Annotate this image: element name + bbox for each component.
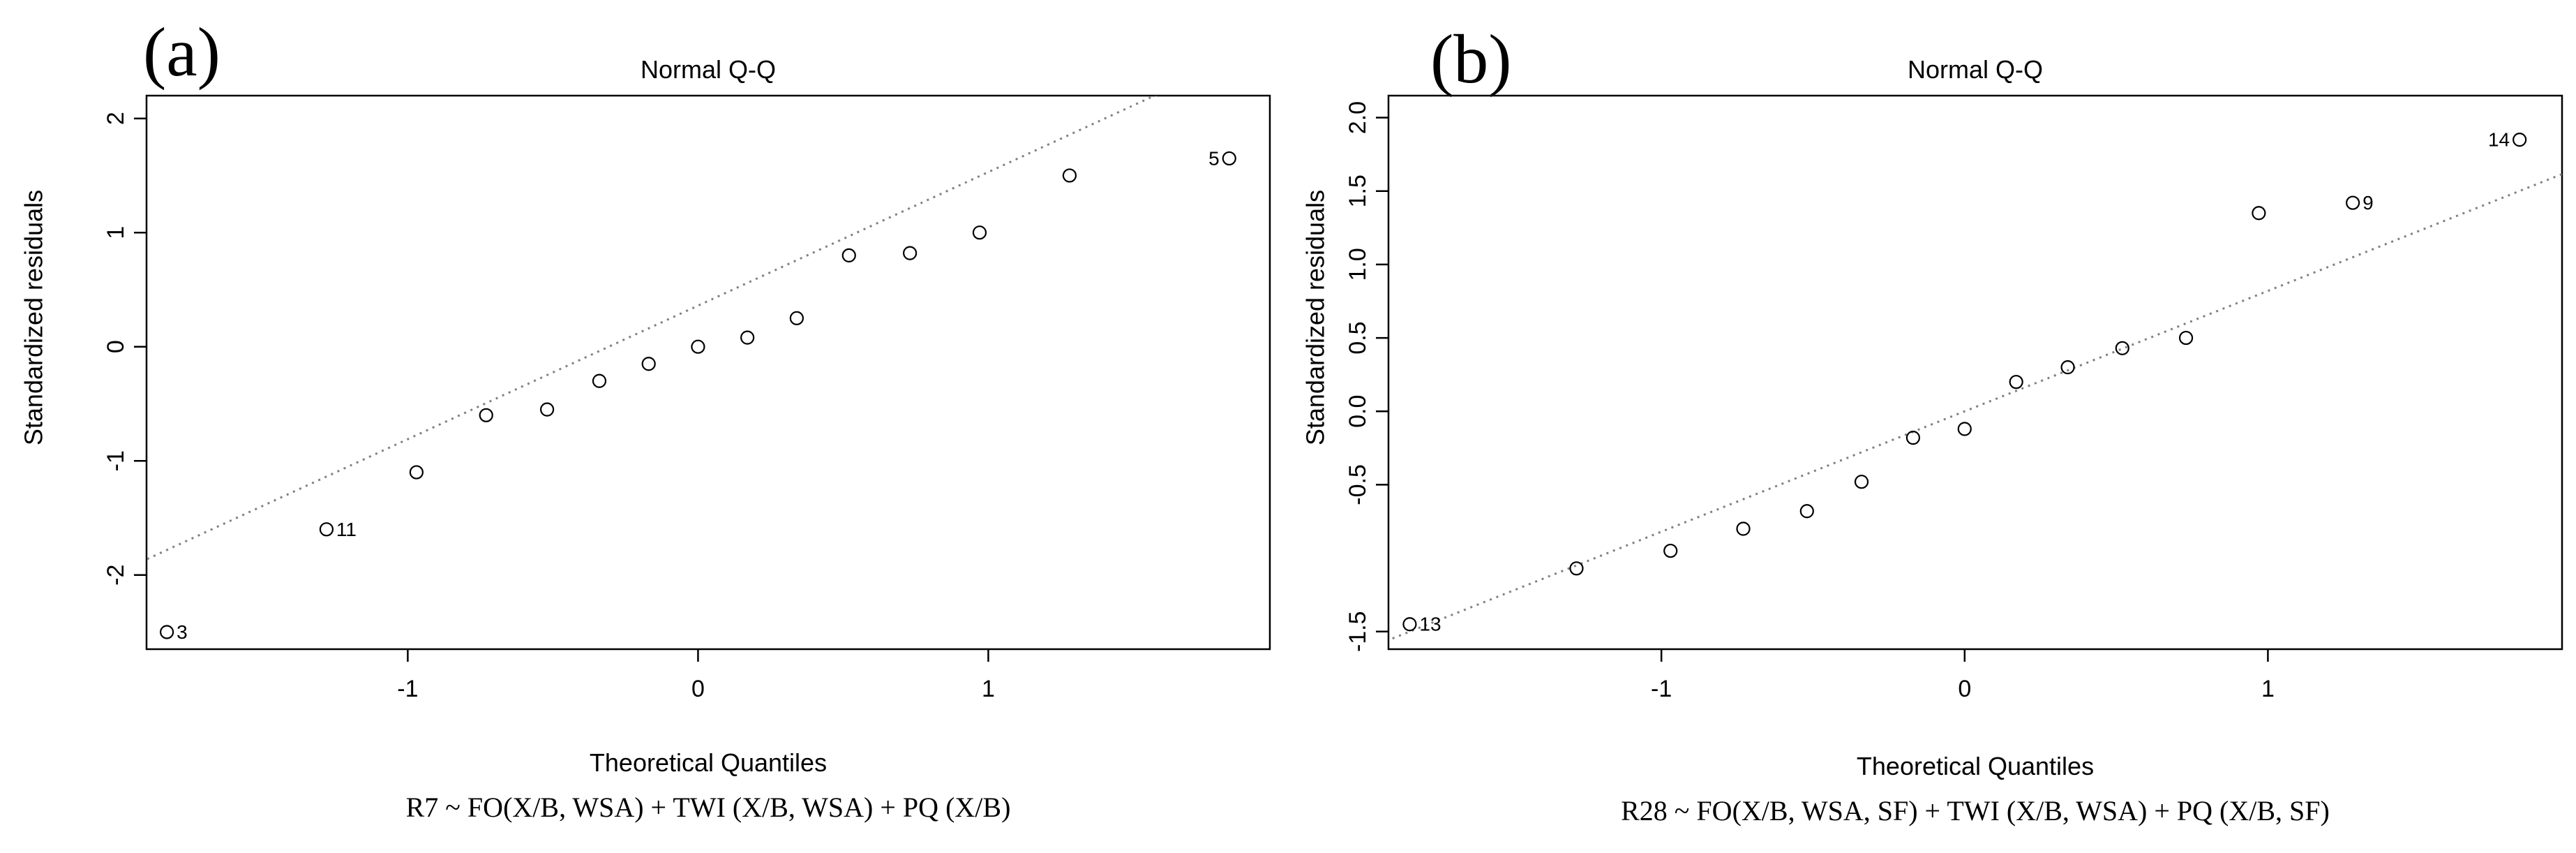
data-point [2252, 206, 2266, 221]
data-point [691, 339, 705, 354]
point-label: 9 [2362, 192, 2374, 214]
data-point [1854, 475, 1869, 489]
panel-label: (b) [1430, 20, 1512, 98]
point-label: 14 [2488, 129, 2510, 151]
x-tick-label: 1 [982, 676, 995, 702]
reference-line [1388, 172, 2562, 641]
data-point [2178, 330, 2194, 346]
y-tick-label: -2 [103, 565, 129, 586]
reference-line [147, 96, 1158, 561]
plot-frame [1387, 94, 2563, 651]
panel-label: (a) [143, 13, 220, 91]
data-point [592, 373, 607, 388]
data-point [2009, 375, 2023, 390]
data-point [903, 246, 918, 260]
point-label: 5 [1208, 147, 1220, 169]
x-tick-label: 1 [2261, 676, 2275, 702]
data-point [641, 357, 656, 371]
y-tick-label: -0.5 [1345, 464, 1371, 505]
point-label: 13 [1419, 614, 1441, 635]
panel-a: (a) Normal Q-Q -1 0 1 -2 -1 0 1 2 3 11 5 Theoretical … [20, 13, 1271, 823]
data-point [1905, 431, 1921, 445]
y-tick-label: -1.5 [1345, 611, 1371, 652]
point-label: 3 [177, 621, 188, 643]
y-tick-label: 0.5 [1345, 321, 1371, 354]
model-caption: R28 ~ FO(X/B, WSA, SF) + TWI (X/B, WSA) … [1621, 795, 2330, 826]
data-point [2346, 195, 2360, 210]
x-tick-label: -1 [1651, 676, 1672, 702]
data-point [479, 408, 493, 422]
data-point [160, 625, 174, 639]
panel-b: (b) Normal Q-Q -1 0 1 -1.5 -0.5 0.0 0.5 1.0 1.5 2.0… [1301, 20, 2563, 826]
y-tick-label: 1.5 [1345, 175, 1371, 207]
data-point [2060, 360, 2075, 375]
data-point [1957, 422, 1972, 436]
y-axis-label: Standardized residuals [20, 190, 48, 445]
y-tick-label: 1 [103, 226, 129, 239]
x-tick-label: 0 [691, 676, 705, 702]
data-point [2513, 133, 2527, 147]
y-tick-label: 0 [103, 340, 129, 353]
data-point [540, 402, 555, 417]
model-caption: R7 ~ FO(X/B, WSA) + TWI (X/B, WSA) + PQ … [406, 792, 1011, 823]
data-point [1736, 521, 1751, 536]
x-tick-label: -1 [397, 676, 418, 702]
data-point [740, 330, 755, 345]
data-point [409, 465, 424, 480]
data-point [789, 311, 804, 325]
data-point [972, 225, 987, 240]
y-tick-label: 2.0 [1345, 101, 1371, 134]
data-point [319, 522, 334, 537]
data-point [1402, 617, 1417, 632]
data-point [1663, 543, 1678, 558]
data-point [1569, 561, 1584, 576]
y-tick-label: 2 [103, 112, 129, 125]
chart-title: Normal Q-Q [641, 55, 776, 84]
plot-frame [145, 94, 1271, 651]
y-tick-label: 1.0 [1345, 248, 1371, 281]
data-point [2115, 341, 2129, 355]
y-axis-label: Standardized residuals [1301, 190, 1330, 445]
x-axis-label: Theoretical Quantiles [590, 748, 827, 777]
x-tick-label: 0 [1958, 676, 1971, 702]
data-point [841, 248, 856, 263]
y-tick-label: -1 [103, 450, 129, 471]
x-axis-label: Theoretical Quantiles [1857, 752, 2094, 780]
data-point [1062, 168, 1077, 183]
data-point [1799, 504, 1814, 519]
data-point [1222, 151, 1236, 166]
y-tick-label: 0.0 [1345, 395, 1371, 428]
point-label: 11 [336, 519, 357, 540]
chart-title: Normal Q-Q [1908, 55, 2043, 84]
